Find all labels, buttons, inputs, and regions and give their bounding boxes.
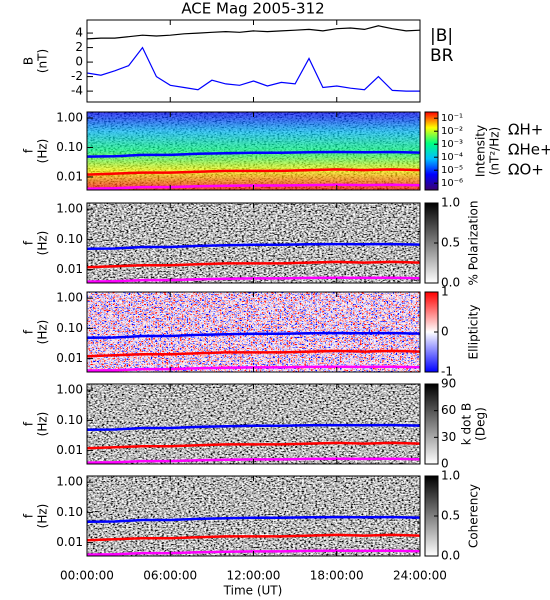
x-axis-label: Time (UT) xyxy=(223,584,283,598)
colorbar-tick-label: 90 xyxy=(441,377,456,391)
y-tick-label: 0 xyxy=(75,55,83,69)
gyro-line xyxy=(86,331,421,339)
y-tick-label: -4 xyxy=(71,84,83,98)
y-axis-label: f xyxy=(22,513,36,518)
y-tick-label: 4 xyxy=(75,26,83,40)
chart-title: ACE Mag 2005-312 xyxy=(181,0,324,18)
legend-entry: ΩO+ xyxy=(508,161,544,179)
y-tick-label: 1.00 xyxy=(56,291,83,305)
series-line xyxy=(86,46,420,92)
y-tick-label: 0.01 xyxy=(56,443,83,457)
colorbar-tick-label: 1 xyxy=(441,285,449,299)
gyro-line xyxy=(86,242,421,250)
gyro-line xyxy=(86,168,421,176)
y-tick-label: 2 xyxy=(75,40,83,54)
y-axis-label: (Hz) xyxy=(36,504,50,529)
y-tick-label: 1.00 xyxy=(56,202,83,216)
colorbar-label: (Deg) xyxy=(474,407,488,441)
colorbar-tick-label: 10⁻¹ xyxy=(441,113,463,124)
y-tick-label: 0.10 xyxy=(56,140,83,154)
legend-entry: BR xyxy=(430,46,454,66)
y-tick-label: 0.01 xyxy=(56,351,83,365)
colorbar-tick-label: 0.5 xyxy=(441,509,460,523)
y-tick-label: 0.10 xyxy=(56,413,83,427)
gyro-line xyxy=(86,533,421,542)
y-axis-label: (nT) xyxy=(36,49,50,73)
colorbar-tick-label: -1 xyxy=(441,365,453,379)
colorbar-tick-label: 10⁻³ xyxy=(441,139,463,150)
gyro-line xyxy=(86,349,421,358)
y-tick-label: 0.01 xyxy=(56,169,83,183)
y-tick-label: -2 xyxy=(71,69,83,83)
colorbar-tick-label: 10⁻⁶ xyxy=(441,178,463,189)
colorbar-tick-label: 0 xyxy=(441,457,449,471)
y-axis-label: (Hz) xyxy=(36,412,50,437)
y-axis-label: (Hz) xyxy=(36,139,50,164)
y-tick-label: 0.01 xyxy=(56,535,83,549)
colorbar-tick-label: 0.5 xyxy=(441,236,460,250)
y-axis-label: f xyxy=(22,240,36,245)
y-tick-label: 1.00 xyxy=(56,383,83,397)
gyro-line xyxy=(86,260,421,269)
colorbar xyxy=(424,383,439,465)
x-tick-label: 00:00:00 xyxy=(60,569,114,583)
plot-frame xyxy=(86,19,421,103)
colorbar-tick-label: 10⁻⁴ xyxy=(441,152,463,163)
colorbar-tick-label: 0.0 xyxy=(441,276,460,290)
x-tick-label: 12:00:00 xyxy=(227,569,281,583)
series-line xyxy=(86,25,421,40)
colorbar-label: k dot B xyxy=(460,403,474,445)
y-tick-label: 0.10 xyxy=(56,232,83,246)
legend-entry: ΩHe+ xyxy=(508,141,550,159)
y-axis-label: f xyxy=(22,329,36,334)
colorbar-label: Ellipticity xyxy=(467,305,481,360)
y-tick-label: 0.01 xyxy=(56,262,83,276)
x-tick-label: 06:00:00 xyxy=(143,569,197,583)
colorbar-tick-label: 30 xyxy=(441,430,456,444)
colorbar-tick-label: 0 xyxy=(441,325,449,339)
y-axis-label: (Hz) xyxy=(36,231,50,256)
colorbar-tick-label: 1.0 xyxy=(441,469,460,483)
y-axis-label: f xyxy=(22,148,36,153)
colorbar-label: % Polarization xyxy=(467,201,481,286)
gyro-line xyxy=(86,441,421,450)
colorbar-tick-label: 1.0 xyxy=(441,196,460,210)
x-tick-label: 24:00:00 xyxy=(393,569,447,583)
colorbar-label: Coherency xyxy=(467,484,481,548)
y-axis-label: (Hz) xyxy=(36,320,50,345)
gyro-line xyxy=(86,150,421,158)
y-tick-label: 0.10 xyxy=(56,505,83,519)
y-tick-label: 1.00 xyxy=(56,111,83,125)
colorbar xyxy=(424,111,439,191)
y-tick-label: 0.10 xyxy=(56,321,83,335)
colorbar-label: Intensity xyxy=(474,125,488,177)
y-tick-label: 1.00 xyxy=(56,475,83,489)
y-axis-label: f xyxy=(22,421,36,426)
y-axis-label: B xyxy=(22,57,36,65)
x-tick-label: 18:00:00 xyxy=(310,569,364,583)
colorbar-tick-label: 10⁻² xyxy=(441,126,463,137)
gyro-line xyxy=(86,423,421,431)
colorbar-tick-label: 0.0 xyxy=(441,549,460,563)
colorbar-tick-label: 60 xyxy=(441,403,456,417)
legend-entry: |B| xyxy=(430,26,453,46)
legend-entry: ΩH+ xyxy=(508,121,543,139)
colorbar-label: (nT²/Hz) xyxy=(488,127,502,175)
colorbar-tick-label: 10⁻⁵ xyxy=(441,165,463,176)
gyro-line xyxy=(86,515,421,523)
